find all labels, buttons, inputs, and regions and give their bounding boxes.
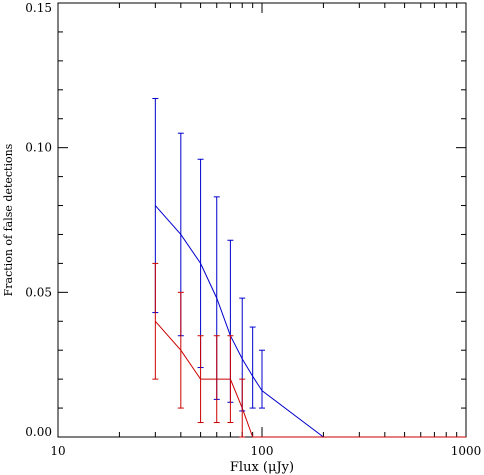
series-lines — [154, 205, 466, 438]
y-tick-label: 0.00 — [25, 425, 52, 439]
x-tick-label: 100 — [251, 444, 274, 458]
y-tick-label: 0.15 — [25, 1, 52, 15]
y-tick-label: 0.10 — [25, 141, 52, 155]
axis-ticks — [57, 2, 467, 438]
error-bars — [152, 97, 265, 438]
x-axis-label: Flux (μJy) — [230, 460, 294, 475]
y-tick-label: 0.05 — [25, 285, 52, 299]
x-tick-label: 10 — [50, 444, 65, 458]
y-axis-label: Fraction of false detections — [2, 143, 15, 296]
x-tick-label: 1000 — [451, 444, 482, 458]
series-line-2 — [154, 320, 466, 438]
series-line-1 — [154, 205, 466, 438]
tick-labels: 10 100 1000 0.00 0.05 0.10 0.15 — [25, 1, 481, 458]
